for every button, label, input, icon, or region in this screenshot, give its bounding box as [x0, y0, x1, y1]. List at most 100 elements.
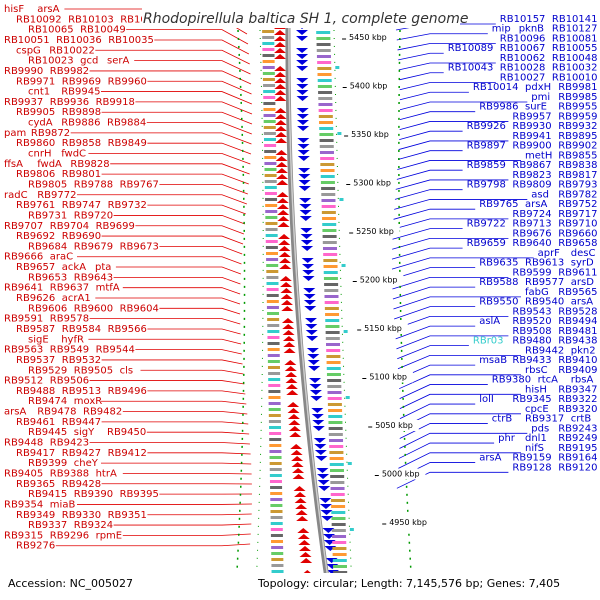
feature-bar-right [329, 439, 344, 442]
reverse-gene-arrow [299, 204, 312, 209]
reverse-gene-arrow [303, 294, 316, 299]
forward-gene-arrow [291, 462, 304, 467]
forward-gene-label: RB10036 [56, 35, 102, 46]
reverse-gene-label: msaB [479, 355, 507, 366]
forward-gene-label: RB9405 [4, 468, 43, 479]
forward-gene-arrow [274, 126, 287, 131]
rna-feature [335, 66, 340, 69]
forward-gene-label: RB10022 [49, 45, 95, 56]
outer-guide-left [235, 29, 246, 591]
forward-gene-arrow [278, 240, 291, 245]
forward-gene-label: cnrH [28, 149, 51, 160]
feature-bar-left [271, 570, 284, 573]
kbp-label-backdrop [354, 226, 400, 237]
reverse-gene-arrow [296, 48, 309, 53]
forward-gene-label: RB9945 [61, 87, 100, 98]
forward-gene-label: miaB [50, 499, 76, 510]
feature-bar-right [317, 67, 332, 70]
forward-connector [95, 297, 241, 305]
forward-gene-label: RB9427 [62, 448, 101, 459]
reverse-gene-arrow [296, 84, 309, 89]
forward-gene-label: RB9428 [62, 479, 101, 490]
feature-bar-left [271, 564, 284, 567]
forward-gene-label: RB9858 [62, 138, 101, 149]
feature-bar-left [267, 354, 280, 357]
reverse-connector [397, 150, 463, 160]
forward-gene-label: RB9351 [108, 510, 147, 521]
reverse-connector [392, 286, 476, 300]
kbp-label-backdrop [347, 32, 393, 43]
reverse-gene-label: RB9588 [479, 277, 518, 288]
reverse-connector [399, 82, 496, 91]
reverse-gene-label: RB9658 [558, 238, 597, 249]
feature-bar-left [262, 66, 275, 69]
reverse-gene-label: asd [531, 189, 549, 200]
forward-gene-arrow [274, 42, 287, 47]
reverse-gene-label: RB9959 [558, 111, 597, 122]
reverse-gene-label: RB9897 [467, 141, 506, 152]
forward-gene-arrow [280, 288, 293, 293]
reverse-gene-label: RB9494 [558, 316, 597, 327]
feature-bar-right [328, 427, 343, 430]
forward-gene-arrow [274, 72, 287, 77]
inner-guide-right [333, 29, 353, 591]
feature-bar-right [327, 379, 342, 382]
feature-bar-left [264, 186, 277, 189]
reverse-gene-label: RB10028 [500, 63, 546, 74]
reverse-gene-arrow [296, 96, 309, 101]
feature-bar-left [270, 516, 283, 519]
forward-gene-label: htrA [96, 468, 117, 479]
feature-bar-right [326, 343, 341, 346]
reverse-gene-label: RB9599 [512, 267, 551, 278]
forward-gene-arrow [289, 432, 302, 437]
feature-bar-left [267, 342, 280, 345]
reverse-gene-label: RB9243 [558, 423, 597, 434]
forward-gene-arrow [282, 324, 295, 329]
reverse-gene-label: RB9941 [512, 131, 551, 142]
feature-bar-right [330, 475, 345, 478]
forward-connector [113, 215, 245, 225]
kbp-label-backdrop [387, 517, 433, 528]
forward-strand-track [274, 24, 316, 599]
forward-gene-label: RB10049 [80, 25, 126, 36]
forward-gene-label: RB9315 [4, 530, 43, 541]
forward-gene-label: RB9801 [62, 169, 101, 180]
forward-gene-label: RB9905 [16, 107, 55, 118]
feature-bar-left [268, 408, 281, 411]
reverse-gene-label: surE [525, 102, 547, 113]
feature-bar-left [262, 30, 275, 33]
feature-bar-left [268, 390, 281, 393]
forward-gene-label: RB9496 [108, 386, 147, 397]
reverse-gene-label: arsA [479, 453, 501, 464]
feature-bar-left [264, 156, 277, 159]
feature-bar-left [266, 270, 279, 273]
feature-bar-left [264, 174, 277, 177]
reverse-gene-label: RB9710 [558, 219, 597, 230]
reverse-gene-label: RB10157 [500, 14, 546, 25]
feature-bar-right [328, 415, 343, 418]
reverse-gene-arrow [320, 510, 333, 515]
kbp-label-backdrop [347, 80, 394, 92]
reverse-connector [398, 140, 509, 150]
reverse-gene-label: ctrB [492, 414, 513, 425]
feature-bar-left [265, 228, 278, 231]
reverse-gene-label: RB10067 [500, 43, 546, 54]
feature-bar-left [268, 402, 281, 405]
reverse-connector [394, 189, 463, 200]
forward-gene-label: RB9626 [16, 293, 55, 304]
forward-connector [154, 39, 250, 55]
forward-gene-label: RB9788 [74, 179, 113, 190]
reverse-gene-label: RB9981 [558, 82, 597, 93]
title-backdrop [142, 8, 460, 28]
forward-gene-arrow [283, 348, 296, 353]
reverse-connector [394, 306, 476, 320]
feature-bar-left [263, 126, 276, 129]
reverse-gene-arrow [303, 288, 316, 293]
reverse-gene-label: RB9611 [558, 267, 597, 278]
reverse-gene-label: hisH [525, 384, 547, 395]
forward-connector [55, 543, 251, 547]
reverse-gene-arrow [312, 420, 325, 425]
feature-bar-right [327, 403, 342, 406]
forward-gene-label: RB9884 [107, 118, 146, 129]
feature-bar-right [318, 115, 333, 118]
